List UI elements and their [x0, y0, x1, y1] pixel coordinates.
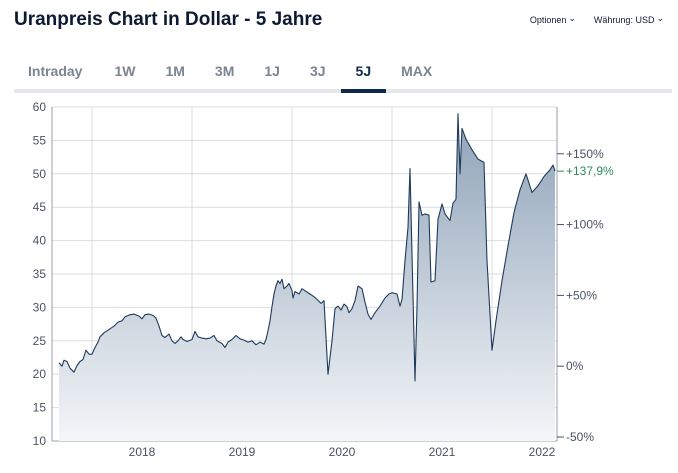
tab-3m[interactable]: 3M — [214, 62, 235, 79]
chart-controls: Optionen ⌄ Währung: USD ⌄ — [529, 13, 664, 25]
y-tick-label: 10 — [33, 434, 47, 448]
y-tick-label: 45 — [33, 200, 47, 214]
tab-3j[interactable]: 3J — [309, 62, 326, 79]
page-title: Uranpreis Chart in Dollar - 5 Jahre — [14, 9, 323, 30]
y-tick-label: 30 — [33, 300, 47, 314]
y-tick-label: 60 — [33, 100, 47, 114]
time-range-tabs: Intraday 1W 1M 3M 1J 3J 5J MAX — [14, 52, 672, 93]
currency-dropdown[interactable]: Währung: USD ⌄ — [593, 13, 664, 25]
tab-1m[interactable]: 1M — [165, 62, 185, 79]
right-tick-label: +100% — [566, 218, 604, 232]
chevron-down-icon: ⌄ — [656, 13, 664, 23]
right-tick-label: +50% — [566, 288, 597, 302]
price-line — [58, 113, 556, 382]
chevron-down-icon: ⌄ — [568, 13, 576, 23]
tab-1j[interactable]: 1J — [264, 62, 280, 79]
right-tick-label: +150% — [566, 147, 604, 161]
x-tick-label: 2022 — [529, 445, 556, 459]
y-tick-label: 35 — [33, 267, 47, 281]
right-tick-label: 0% — [566, 359, 584, 373]
right-tick-label: -50% — [566, 430, 594, 444]
y-tick-label: 40 — [33, 234, 47, 248]
y-tick-label: 55 — [33, 133, 47, 147]
tab-intraday[interactable]: Intraday — [28, 62, 83, 79]
y-tick-label: 50 — [33, 167, 47, 181]
currency-label: Währung: USD — [593, 14, 655, 25]
area-fill — [59, 113, 555, 441]
y-tick-label: 20 — [33, 367, 47, 381]
options-dropdown[interactable]: Optionen ⌄ — [529, 13, 576, 25]
x-tick-label: 2020 — [329, 445, 356, 459]
y-tick-label: 15 — [33, 401, 47, 415]
x-tick-label: 2019 — [229, 445, 256, 459]
options-label: Optionen — [529, 14, 567, 25]
current-change-label: +137,9% — [566, 164, 614, 178]
tab-1w[interactable]: 1W — [114, 62, 136, 79]
x-tick-label: 2018 — [129, 445, 156, 459]
tab-max[interactable]: MAX — [401, 62, 433, 79]
y-tick-label: 25 — [33, 334, 47, 348]
x-tick-label: 2021 — [429, 445, 456, 459]
tab-5j[interactable]: 5J — [340, 52, 387, 93]
